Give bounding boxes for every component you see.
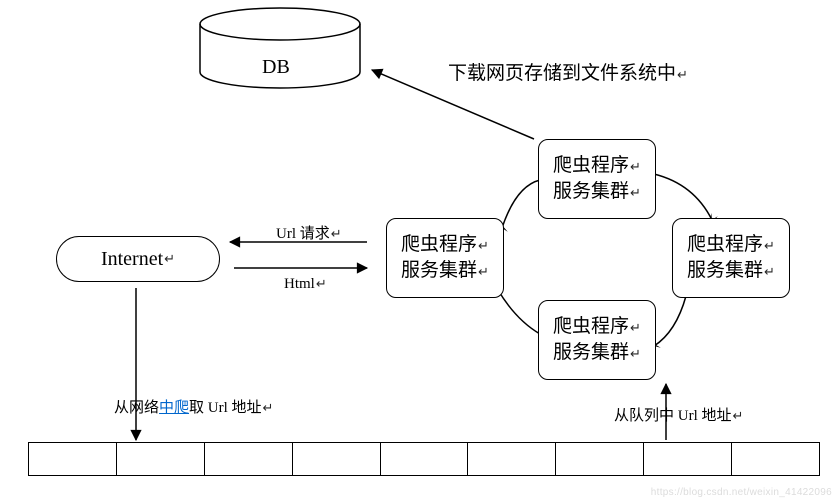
label-html-response: Html↵ <box>284 276 327 293</box>
cluster-node-left: 爬虫程序↵服务集群↵ <box>386 218 504 298</box>
queue-cell <box>380 442 468 476</box>
label-url-request: Url 请求↵ <box>276 222 342 243</box>
queue-cell <box>555 442 643 476</box>
db-label: DB <box>262 56 290 79</box>
watermark: https://blog.csdn.net/weixin_41422096 <box>651 487 832 498</box>
queue-cell <box>643 442 731 476</box>
internet-label: Internet <box>101 248 163 271</box>
cluster-node-top: 爬虫程序↵服务集群↵ <box>538 139 656 219</box>
queue-cell <box>731 442 820 476</box>
queue-cell <box>467 442 555 476</box>
queue-cell <box>116 442 204 476</box>
cluster-node-bottom: 爬虫程序↵服务集群↵ <box>538 300 656 380</box>
caption-download-to-fs: 下载网页存储到文件系统中↵ <box>448 58 688 85</box>
cluster-node-right: 爬虫程序↵服务集群↵ <box>672 218 790 298</box>
diagram-canvas: DB Internet↵ 爬虫程序↵服务集群↵ 爬虫程序↵服务集群↵ 爬虫程序↵… <box>0 0 836 500</box>
queue-cell <box>204 442 292 476</box>
label-crawl-url: 从网络中爬取 Url 地址↵ <box>114 396 273 417</box>
queue-cell <box>292 442 380 476</box>
internet-node: Internet↵ <box>56 236 220 282</box>
label-from-queue: 从队列中 Url 地址↵ <box>614 404 743 425</box>
queue-cell <box>28 442 116 476</box>
url-queue <box>28 442 820 476</box>
